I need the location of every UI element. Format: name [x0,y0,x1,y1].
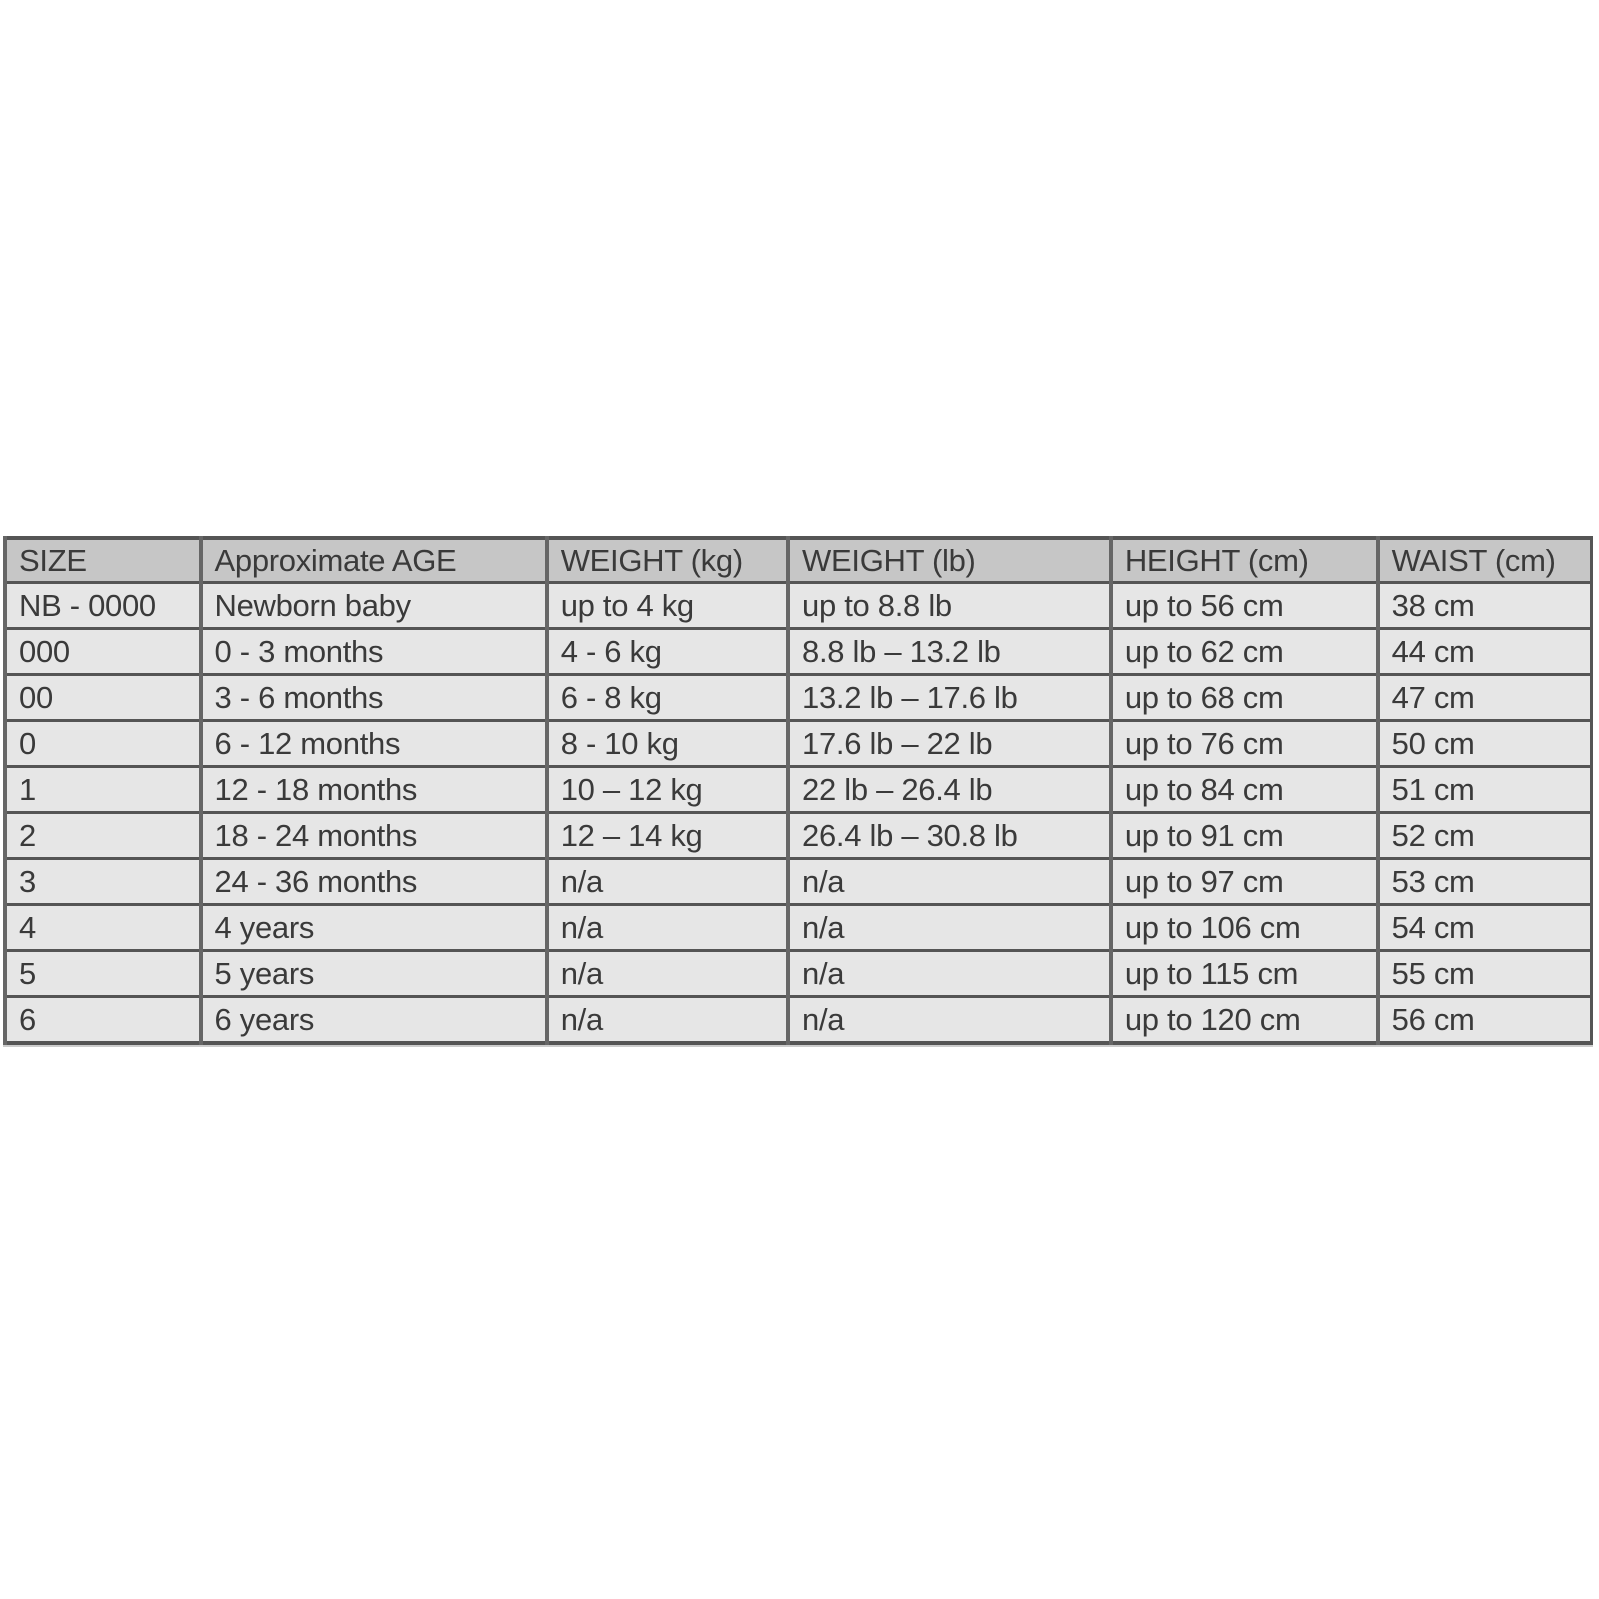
cell-height: up to 76 cm [1108,719,1379,768]
cell-height: up to 97 cm [1108,857,1379,906]
cell-size: 000 [3,627,202,676]
cell-age: 24 - 36 months [198,857,548,906]
table-row: 1 12 - 18 months 10 – 12 kg 22 lb – 26.4 lb… [3,765,1593,814]
cell-age: 3 - 6 months [198,673,548,722]
cell-weight-lb: 8.8 lb – 13.2 lb [786,627,1112,676]
cell-age: 6 years [198,995,548,1045]
cell-weight-kg: 12 – 14 kg [544,811,790,860]
cell-height: up to 68 cm [1108,673,1379,722]
cell-age: 6 - 12 months [198,719,548,768]
header-waist: WAIST (cm) [1375,537,1593,584]
cell-weight-kg: n/a [544,857,790,906]
header-weight-lb: WEIGHT (lb) [786,537,1112,584]
cell-height: up to 115 cm [1108,949,1379,998]
cell-weight-lb: 26.4 lb – 30.8 lb [786,811,1112,860]
cell-weight-lb: up to 8.8 lb [786,581,1112,630]
cell-height: up to 91 cm [1108,811,1379,860]
cell-size: 3 [3,857,202,906]
cell-waist: 53 cm [1375,857,1593,906]
header-row: SIZE Approximate AGE WEIGHT (kg) WEIGHT (lb… [3,537,1593,584]
cell-waist: 38 cm [1375,581,1593,630]
cell-size: 5 [3,949,202,998]
header-height: HEIGHT (cm) [1108,537,1379,584]
cell-waist: 55 cm [1375,949,1593,998]
cell-weight-kg: 8 - 10 kg [544,719,790,768]
cell-weight-lb: n/a [786,949,1112,998]
cell-waist: 50 cm [1375,719,1593,768]
cell-size: 6 [3,995,202,1045]
cell-size: 1 [3,765,202,814]
cell-weight-lb: 13.2 lb – 17.6 lb [786,673,1112,722]
cell-age: 18 - 24 months [198,811,548,860]
table-row: NB - 0000 Newborn baby up to 4 kg up to 8.8… [3,581,1593,630]
table-row: 00 3 - 6 months 6 - 8 kg 13.2 lb – 17.6 lb u… [3,673,1593,722]
cell-weight-kg: 6 - 8 kg [544,673,790,722]
cell-weight-kg: up to 4 kg [544,581,790,630]
cell-size: NB - 0000 [3,581,202,630]
cell-waist: 54 cm [1375,903,1593,952]
size-chart-table: SIZE Approximate AGE WEIGHT (kg) WEIGHT (lb… [3,536,1593,1045]
cell-waist: 56 cm [1375,995,1593,1045]
table-row: 2 18 - 24 months 12 – 14 kg 26.4 lb – 30.8 … [3,811,1593,860]
cell-waist: 52 cm [1375,811,1593,860]
table-row: 000 0 - 3 months 4 - 6 kg 8.8 lb – 13.2 lb u… [3,627,1593,676]
cell-age: 5 years [198,949,548,998]
cell-age: 12 - 18 months [198,765,548,814]
cell-weight-lb: n/a [786,995,1112,1045]
cell-size: 00 [3,673,202,722]
header-size: SIZE [3,537,202,584]
cell-weight-kg: n/a [544,995,790,1045]
table-row: 3 24 - 36 months n/a n/a up to 97 cm 53 cm [3,857,1593,906]
cell-waist: 44 cm [1375,627,1593,676]
cell-height: up to 84 cm [1108,765,1379,814]
cell-weight-lb: n/a [786,903,1112,952]
cell-height: up to 56 cm [1108,581,1379,630]
cell-weight-kg: n/a [544,949,790,998]
cell-weight-kg: 4 - 6 kg [544,627,790,676]
cell-weight-kg: 10 – 12 kg [544,765,790,814]
cell-age: 0 - 3 months [198,627,548,676]
header-weight-kg: WEIGHT (kg) [544,537,790,584]
cell-weight-kg: n/a [544,903,790,952]
cell-age: 4 years [198,903,548,952]
header-age: Approximate AGE [198,537,548,584]
cell-age: Newborn baby [198,581,548,630]
cell-size: 2 [3,811,202,860]
cell-waist: 51 cm [1375,765,1593,814]
cell-size: 4 [3,903,202,952]
cell-height: up to 120 cm [1108,995,1379,1045]
cell-weight-lb: 17.6 lb – 22 lb [786,719,1112,768]
cell-weight-lb: 22 lb – 26.4 lb [786,765,1112,814]
cell-size: 0 [3,719,202,768]
cell-height: up to 106 cm [1108,903,1379,952]
cell-weight-lb: n/a [786,857,1112,906]
cell-height: up to 62 cm [1108,627,1379,676]
cell-waist: 47 cm [1375,673,1593,722]
